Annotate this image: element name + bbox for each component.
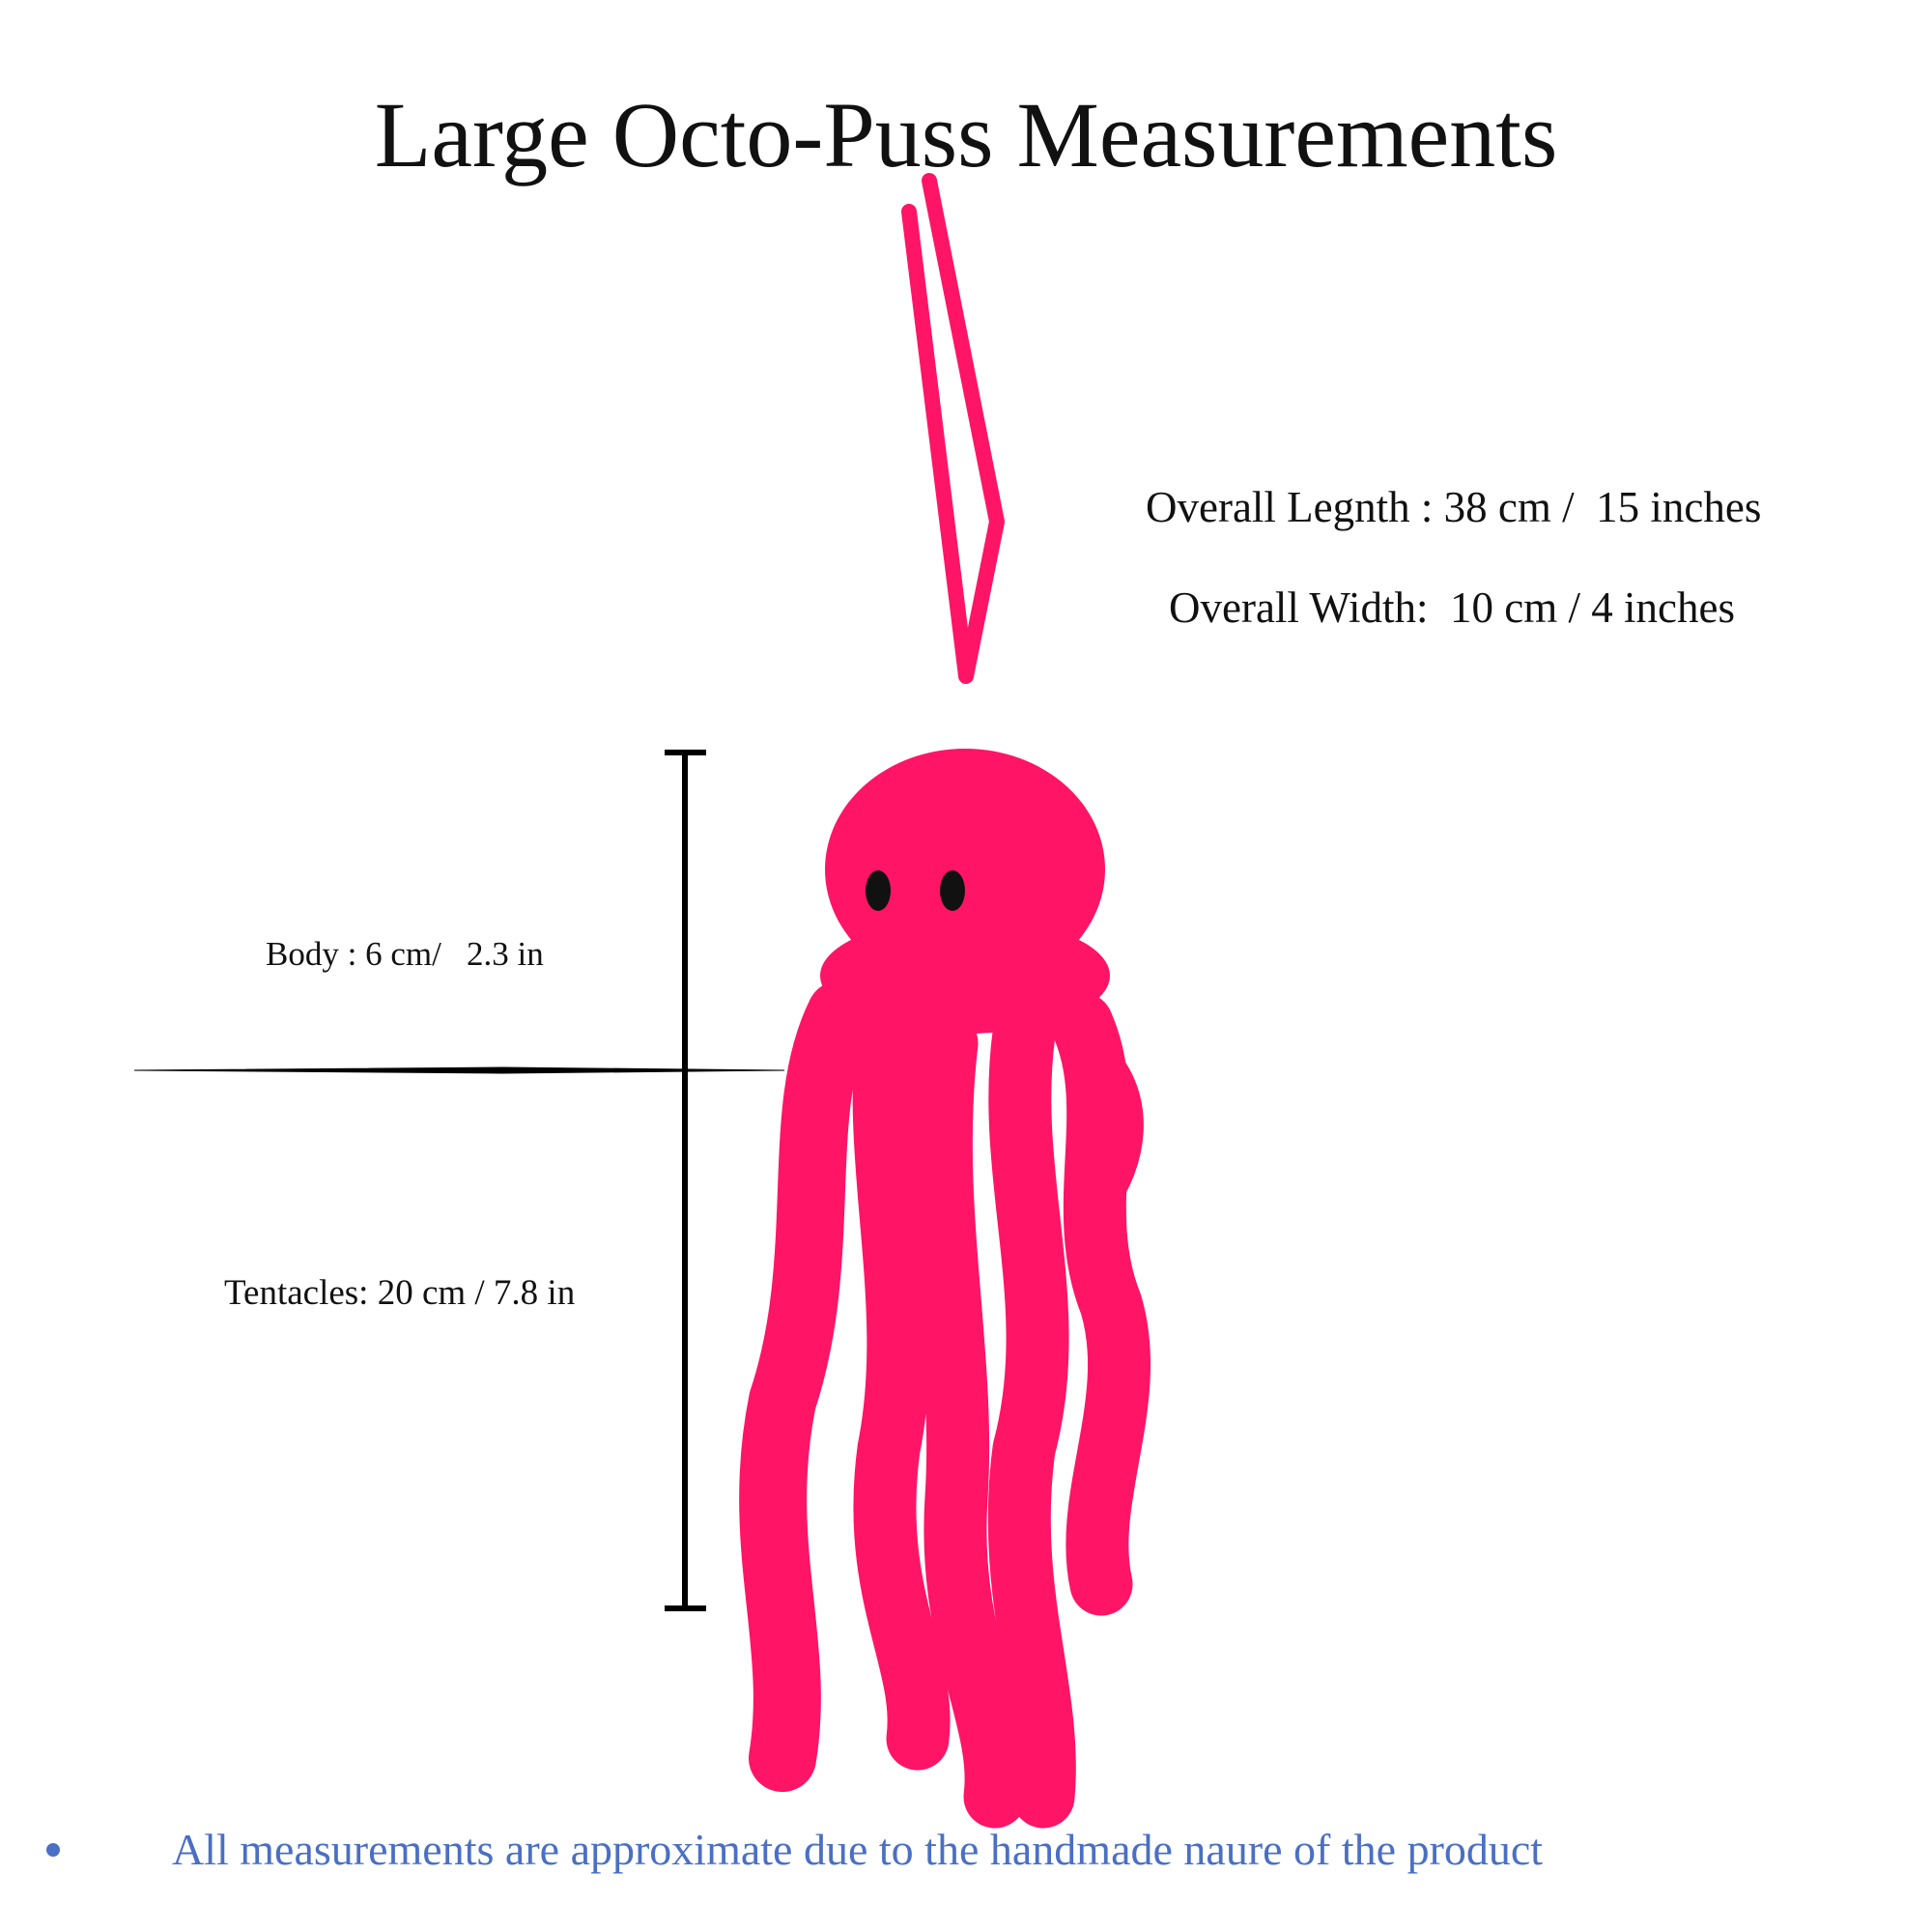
- length: Overall Legnth : 38 cm / 15 inches: [1146, 483, 1762, 531]
- octopus: [739, 173, 1151, 1829]
- tentacles-label: Tentacles: 20 cm / 7.8 in: [224, 1273, 576, 1313]
- bullet: [46, 1843, 60, 1857]
- title: Large Octo-Puss Measurements: [374, 83, 1558, 186]
- footnote: All measurements are approximate due to …: [172, 1825, 1544, 1874]
- width: Overall Width: 10 cm / 4 inches: [1169, 583, 1735, 632]
- body-label: Body : 6 cm/ 2.3 in: [266, 935, 544, 973]
- dimension-lines: [133, 750, 785, 1611]
